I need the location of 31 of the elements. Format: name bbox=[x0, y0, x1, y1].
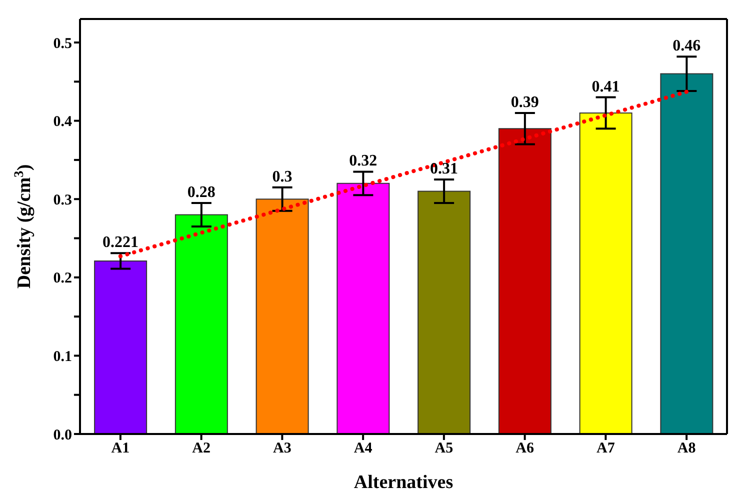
y-tick-label: 0.1 bbox=[53, 349, 72, 366]
x-tick-label: A8 bbox=[677, 440, 696, 457]
data-label: 0.39 bbox=[510, 94, 539, 111]
x-tick-label: A2 bbox=[192, 440, 210, 457]
bar bbox=[336, 182, 390, 434]
bar bbox=[660, 73, 714, 434]
x-tick-label: A7 bbox=[596, 440, 616, 457]
data-label: 0.46 bbox=[672, 38, 701, 55]
data-label: 0.32 bbox=[349, 152, 378, 170]
bar bbox=[174, 214, 228, 434]
x-axis-title: Alternatives bbox=[354, 472, 454, 493]
x-tick-label: A4 bbox=[354, 440, 373, 457]
y-tick-label: 0.4 bbox=[53, 114, 72, 130]
bar bbox=[418, 190, 471, 434]
y-tick-label: 0.3 bbox=[53, 192, 72, 208]
data-label: 0.3 bbox=[272, 168, 292, 186]
bar bbox=[498, 128, 552, 434]
y-tick-label: 0.0 bbox=[53, 427, 72, 444]
bar bbox=[579, 112, 632, 434]
y-tick-label: 0.5 bbox=[53, 36, 72, 52]
data-label: 0.28 bbox=[187, 184, 216, 202]
x-tick-label: A3 bbox=[273, 440, 292, 457]
bar bbox=[94, 260, 148, 434]
bar bbox=[256, 198, 309, 434]
x-tick-label: A1 bbox=[111, 440, 130, 457]
data-label: 0.41 bbox=[592, 78, 620, 96]
y-tick-label: 0.2 bbox=[53, 270, 72, 287]
x-tick-label: A5 bbox=[434, 440, 454, 457]
data-label: 0.31 bbox=[430, 160, 458, 178]
data-label: 0.221 bbox=[102, 234, 139, 252]
x-tick-label: A6 bbox=[516, 440, 534, 457]
